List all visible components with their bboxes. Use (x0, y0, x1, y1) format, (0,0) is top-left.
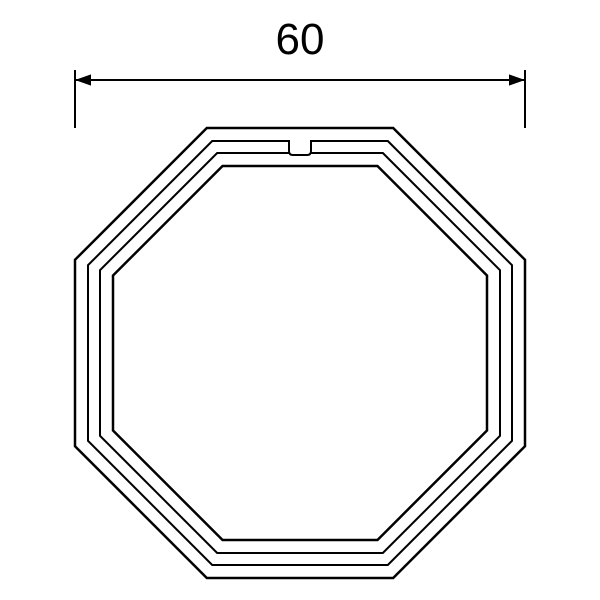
octagon-outer (75, 128, 525, 578)
dim-arrow-right (509, 74, 525, 85)
technical-drawing: 60 (0, 0, 600, 600)
octagon-ring-1 (88, 141, 512, 565)
dim-arrow-left (75, 74, 91, 85)
octagon-ring-2 (100, 153, 500, 553)
keyway-notch (289, 140, 311, 155)
dim-value: 60 (276, 15, 325, 64)
octagon-inner (113, 166, 487, 540)
